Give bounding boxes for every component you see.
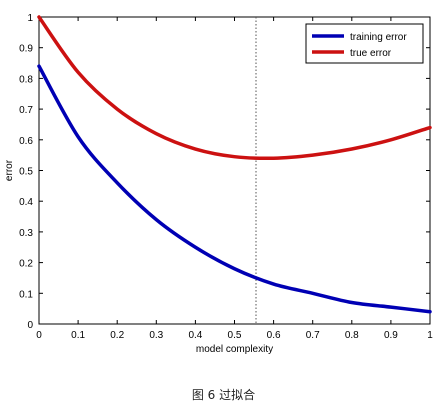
y-axis-label: error bbox=[4, 159, 15, 181]
x-tick-label: 1 bbox=[427, 330, 433, 341]
x-tick-label: 0.2 bbox=[110, 330, 124, 341]
y-tick-label: 0.3 bbox=[19, 228, 33, 239]
x-tick-label: 0.3 bbox=[149, 330, 163, 341]
x-tick-label: 0 bbox=[36, 330, 42, 341]
y-tick-label: 0.6 bbox=[19, 136, 33, 147]
x-tick-label: 0.6 bbox=[267, 330, 281, 341]
x-tick-label: 0.5 bbox=[228, 330, 242, 341]
y-tick-label: 0.8 bbox=[19, 74, 33, 85]
legend-label: true error bbox=[350, 48, 392, 59]
series-line-training-error bbox=[37, 64, 432, 314]
x-tick-label: 0.7 bbox=[306, 330, 320, 341]
legend: training error true error bbox=[305, 23, 424, 64]
series-line-true-error bbox=[37, 15, 432, 161]
series-layer bbox=[37, 15, 432, 324]
y-tick-label: 0.1 bbox=[19, 289, 33, 300]
y-tick-label: 0.5 bbox=[19, 167, 33, 178]
y-tick-label: 0.2 bbox=[19, 259, 33, 270]
legend-box bbox=[305, 23, 424, 64]
x-tick-label: 0.4 bbox=[188, 330, 202, 341]
y-tick-label: 0.4 bbox=[19, 197, 33, 208]
legend-label: training error bbox=[350, 32, 407, 43]
x-axis-label: model complexity bbox=[196, 344, 273, 355]
y-tick-label: 0 bbox=[27, 320, 33, 331]
figure-caption: 图 6 过拟合 bbox=[191, 388, 256, 402]
y-tick-label: 0.9 bbox=[19, 44, 33, 55]
x-tick-label: 0.9 bbox=[384, 330, 398, 341]
x-tick-label: 0.1 bbox=[71, 330, 85, 341]
x-tick-label: 0.8 bbox=[345, 330, 359, 341]
y-tick-label: 0.7 bbox=[19, 105, 33, 116]
y-tick-label: 1 bbox=[27, 13, 33, 24]
